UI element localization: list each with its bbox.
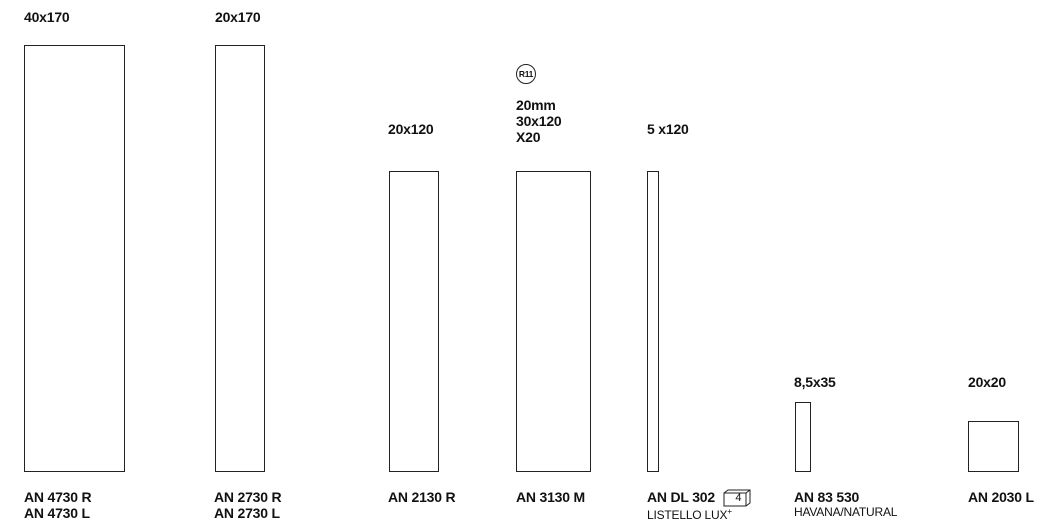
tile-shape-5x120 xyxy=(647,171,659,472)
product-codes-andl302: AN DL 302 4 LISTELLO LUX+ xyxy=(647,489,751,522)
r11-slip-rating-badge-icon: R11 xyxy=(516,64,536,84)
product-code: AN 3130 M xyxy=(516,489,586,505)
box-quantity-icon: 4 xyxy=(723,489,751,507)
size-label-20x170: 20x170 xyxy=(215,9,261,25)
tile-shape-20x20 xyxy=(968,421,1019,472)
tile-shape-8-5x35 xyxy=(795,402,811,472)
tile-shape-40x170 xyxy=(24,45,125,472)
size-label-20x120: 20x120 xyxy=(388,121,434,137)
size-label-40x170: 40x170 xyxy=(24,9,70,25)
product-codes-an2030: AN 2030 L xyxy=(968,489,1034,505)
subtitle-text: LISTELLO LUX xyxy=(647,508,728,523)
product-code: AN 2730 L xyxy=(214,505,280,522)
product-codes-an3130: AN 3130 M xyxy=(516,489,585,505)
product-code: AN 2130 R xyxy=(388,489,456,505)
size-label-5x120: 5 x120 xyxy=(647,121,689,137)
tile-shape-20x170 xyxy=(215,45,265,472)
product-code: AN 2730 R xyxy=(214,489,282,505)
size-line: X20 xyxy=(516,129,541,146)
product-code: AN DL 302 xyxy=(647,489,715,506)
tile-shape-30x120 xyxy=(516,171,591,472)
size-line: 20mm xyxy=(516,97,556,113)
product-codes-an83530: AN 83 530 HAVANA/NATURAL xyxy=(794,489,897,519)
product-codes-an4730: AN 4730 R AN 4730 L xyxy=(24,489,92,522)
size-label-30x120: 20mm 30x120 X20 xyxy=(516,97,562,145)
product-code: AN 4730 R xyxy=(24,489,92,505)
box-quantity: 4 xyxy=(735,492,742,504)
product-codes-an2130: AN 2130 R xyxy=(388,489,456,505)
subtitle-sup: + xyxy=(727,507,732,517)
tile-shape-20x120 xyxy=(389,171,439,472)
size-label-8-5x35: 8,5x35 xyxy=(794,374,836,390)
product-code: AN 2030 L xyxy=(968,489,1034,505)
product-codes-an2730: AN 2730 R AN 2730 L xyxy=(214,489,282,522)
product-subtitle: HAVANA/NATURAL xyxy=(794,505,898,520)
product-code: AN 4730 L xyxy=(24,505,90,522)
size-label-20x20: 20x20 xyxy=(968,374,1006,390)
size-line: 30x120 xyxy=(516,113,562,130)
product-code: AN 83 530 xyxy=(794,489,860,505)
product-subtitle: LISTELLO LUX+ xyxy=(647,507,751,523)
